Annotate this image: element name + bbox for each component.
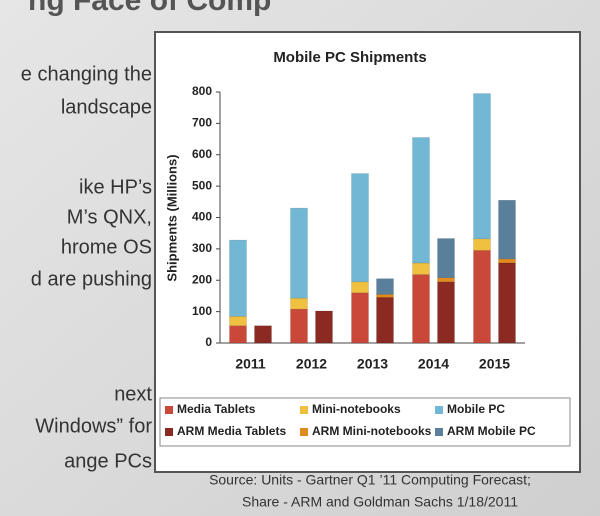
slide-text: ike HP’s	[79, 176, 152, 198]
legend-swatch	[300, 406, 308, 414]
slide-text: d are pushing	[31, 268, 152, 290]
x-tick-label: 2015	[479, 356, 510, 372]
slide-text: next	[114, 383, 152, 405]
source-line: Source: Units - Gartner Q1 ’11 Computing…	[209, 472, 531, 488]
bar-segment	[290, 308, 308, 344]
legend-box	[159, 397, 571, 447]
bar-segment	[473, 93, 491, 240]
slide-text: hrome OS	[61, 236, 152, 258]
bar-segment	[473, 238, 491, 251]
bar-segment	[229, 325, 247, 344]
bar-segment	[498, 258, 516, 264]
y-tick-label: 700	[192, 116, 212, 130]
x-tick-label: 2013	[357, 356, 388, 372]
x-tick-label: 2014	[418, 356, 449, 372]
bar-segment	[376, 297, 394, 344]
y-tick-label: 600	[192, 147, 212, 161]
y-tick-label: 100	[192, 304, 212, 318]
slide-text: e changing the	[21, 63, 152, 85]
bar-segment	[473, 250, 491, 344]
bar-segment	[351, 292, 369, 344]
slide-text: M’s QNX,	[67, 206, 152, 228]
bar-segment	[315, 310, 333, 344]
bar-segment	[412, 274, 430, 344]
legend-label: ARM Media Tablets	[177, 424, 286, 438]
legend-label: ARM Mobile PC	[447, 424, 536, 438]
legend-swatch	[435, 428, 443, 436]
bar-segment	[412, 137, 430, 264]
bar-segment	[351, 173, 369, 283]
legend-swatch	[165, 428, 173, 436]
x-tick-label: 2012	[296, 356, 327, 372]
bar-segment	[437, 281, 455, 344]
bar-segment	[498, 262, 516, 344]
legend-label: ARM Mini-notebooks	[312, 424, 432, 438]
chart-title: Mobile PC Shipments	[273, 49, 426, 66]
bar-segment	[376, 278, 394, 295]
y-tick-label: 800	[192, 84, 212, 98]
bar-segment	[437, 277, 455, 283]
y-axis-label: Shipments (Millions)	[164, 154, 179, 281]
y-tick-label: 200	[192, 272, 212, 286]
y-tick-label: 0	[205, 335, 212, 349]
legend-swatch	[165, 406, 173, 414]
bar-segment	[290, 297, 308, 310]
bar-segment	[376, 294, 394, 298]
bar-segment	[254, 325, 272, 344]
bar-segment	[229, 239, 247, 317]
slide-title: ng Face of Comp	[28, 0, 271, 17]
bar-segment	[229, 316, 247, 326]
bar-segment	[290, 207, 308, 299]
legend-label: Mobile PC	[447, 402, 505, 416]
legend-label: Media Tablets	[177, 402, 256, 416]
legend-label: Mini-notebooks	[312, 402, 401, 416]
y-tick-label: 400	[192, 210, 212, 224]
bar-segment	[437, 238, 455, 278]
y-tick-label: 300	[192, 241, 212, 255]
slide-text: landscape	[61, 96, 152, 118]
y-tick-label: 500	[192, 178, 212, 192]
slide-text: ange PCs	[64, 450, 152, 472]
legend-swatch	[435, 406, 443, 414]
x-tick-label: 2011	[235, 356, 266, 372]
bar-segment	[412, 262, 430, 275]
bar-segment	[498, 199, 516, 260]
slide-text: Windows” for	[35, 415, 152, 437]
bar-segment	[351, 281, 369, 294]
source-line: Share - ARM and Goldman Sachs 1/18/2011	[242, 494, 518, 510]
legend-swatch	[300, 428, 308, 436]
